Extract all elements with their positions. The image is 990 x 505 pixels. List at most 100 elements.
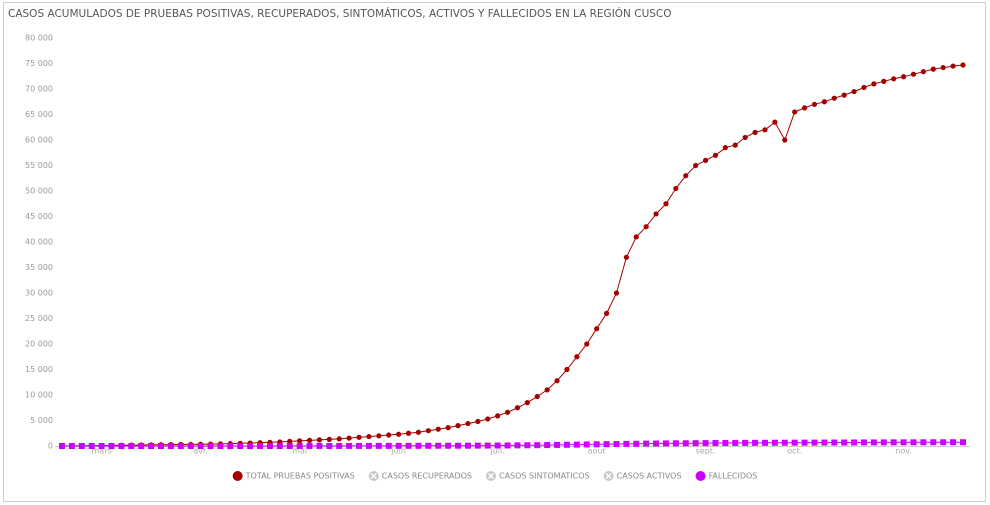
y-tick-label: 30 000 — [25, 289, 53, 298]
point — [811, 101, 818, 107]
legend-item[interactable]: TOTAL PRUEBAS POSITIVAS — [232, 471, 355, 481]
frame — [3, 2, 986, 502]
point — [841, 92, 847, 98]
point — [474, 442, 481, 449]
series-line — [61, 64, 964, 447]
point — [960, 62, 966, 68]
point — [158, 443, 165, 449]
legend-label: CASOS RECUPERADOS — [382, 472, 472, 481]
point — [712, 440, 719, 447]
point — [504, 442, 511, 449]
point — [762, 127, 768, 133]
point — [771, 439, 778, 446]
point — [702, 157, 709, 163]
legend-label: CASOS ACTIVOS — [617, 472, 682, 481]
point — [197, 443, 204, 449]
point — [742, 134, 748, 141]
point — [376, 433, 382, 439]
x-tick-label: avr. — [193, 447, 208, 456]
point — [870, 439, 877, 446]
point — [880, 439, 887, 446]
y-tick-label: 65 000 — [25, 110, 53, 119]
legend-item[interactable]: CASOS RECUPERADOS — [368, 471, 472, 481]
point — [207, 443, 214, 449]
point — [782, 137, 788, 143]
point — [326, 442, 333, 449]
point — [920, 439, 927, 446]
legend-hidden-icon — [370, 472, 377, 480]
y-tick-label: 20 000 — [25, 340, 53, 349]
point — [791, 439, 798, 446]
legend-item[interactable]: CASOS ACTIVOS — [603, 471, 682, 481]
point — [495, 413, 501, 419]
point — [356, 442, 363, 449]
y-tick-label: 25 000 — [25, 314, 53, 323]
point — [712, 152, 719, 158]
point — [504, 409, 511, 415]
point — [623, 440, 630, 447]
legend-item[interactable]: FALLECIDOS — [695, 471, 758, 481]
point — [861, 84, 867, 91]
point — [752, 129, 758, 135]
point — [405, 442, 412, 449]
point — [722, 439, 729, 446]
point — [653, 211, 659, 217]
point — [316, 437, 323, 443]
point — [396, 431, 402, 437]
point — [297, 438, 303, 444]
y-tick-label: 35 000 — [25, 263, 53, 272]
point — [871, 81, 877, 87]
legend-label: CASOS SINTOMATICOS — [499, 472, 590, 481]
y-tick-label: 5 000 — [30, 416, 53, 425]
point — [266, 442, 273, 449]
point — [286, 442, 293, 449]
point — [544, 442, 551, 449]
point — [732, 142, 738, 148]
point — [732, 439, 739, 446]
legend-hidden-icon — [487, 472, 495, 480]
x-tick-label: oct. — [787, 447, 802, 456]
point — [752, 439, 759, 446]
point — [742, 439, 749, 446]
point — [633, 440, 640, 447]
point — [920, 69, 926, 75]
point — [59, 443, 65, 449]
point — [623, 254, 629, 260]
legend-label: FALLECIDOS — [709, 472, 758, 481]
point — [534, 393, 540, 400]
y-tick-label: 0 — [48, 442, 53, 451]
point — [494, 442, 501, 449]
point — [643, 224, 649, 230]
point — [464, 442, 471, 449]
point — [573, 441, 580, 448]
x-tick-label: juil. — [490, 447, 505, 456]
point — [336, 436, 342, 442]
point — [821, 439, 828, 446]
point — [167, 443, 174, 449]
point — [772, 119, 778, 125]
point — [356, 434, 362, 440]
point — [346, 435, 352, 441]
point — [910, 439, 917, 446]
point — [613, 290, 620, 296]
legend: TOTAL PRUEBAS POSITIVAS CASOS RECUPERADOS… — [232, 471, 758, 481]
point — [940, 64, 946, 71]
y-tick-label: 80 000 — [25, 34, 53, 43]
point — [930, 439, 937, 446]
x-tick-label: aout — [588, 447, 606, 456]
point — [544, 387, 550, 393]
legend-marker — [232, 471, 243, 481]
x-tick-label: mai — [292, 447, 307, 456]
legend-item[interactable]: CASOS SINTOMATICOS — [486, 471, 590, 481]
point — [68, 443, 75, 449]
point — [693, 162, 699, 169]
point — [435, 426, 441, 432]
point — [455, 442, 462, 449]
x-tick-label: nov. — [895, 447, 912, 456]
point — [296, 442, 303, 449]
point — [633, 234, 639, 240]
chart-title: CASOS ACUMULADOS DE PRUEBAS POSITIVAS, R… — [8, 7, 672, 20]
point — [177, 443, 184, 449]
point — [821, 99, 827, 105]
point — [435, 442, 442, 449]
